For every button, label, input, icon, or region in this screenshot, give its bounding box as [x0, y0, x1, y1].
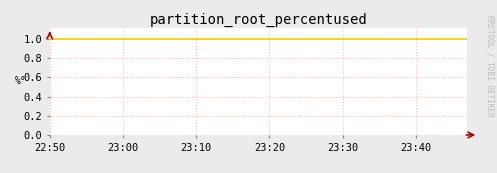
Y-axis label: %°: %°	[14, 76, 26, 86]
Title: partition_root_percentused: partition_root_percentused	[150, 12, 367, 27]
Text: RRDTOOL / TOBI OETIKER: RRDTOOL / TOBI OETIKER	[486, 15, 495, 117]
